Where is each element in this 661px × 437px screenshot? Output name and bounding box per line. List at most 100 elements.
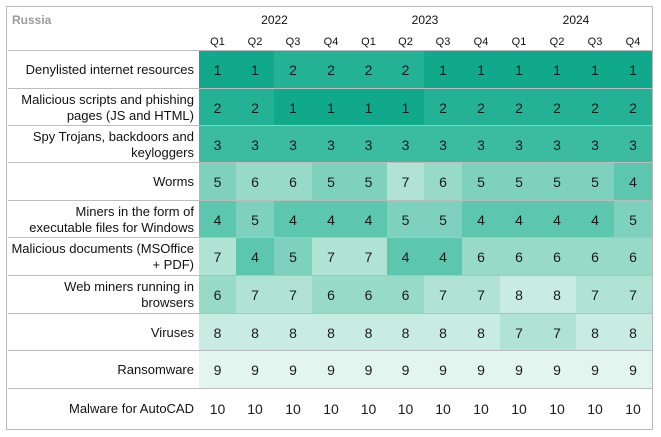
heatmap-cell: 6 xyxy=(274,163,312,201)
row-divider xyxy=(8,200,652,201)
heatmap-cell: 10 xyxy=(614,389,652,428)
heatmap-cell: 8 xyxy=(500,276,538,314)
heatmap-cell: 7 xyxy=(312,238,350,276)
heatmap-cell: 6 xyxy=(462,238,500,276)
heatmap-cell: 4 xyxy=(199,201,236,238)
heatmap-cell: 3 xyxy=(236,126,274,163)
heatmap-cell: 8 xyxy=(236,314,274,351)
heatmap-cell: 8 xyxy=(614,314,652,351)
heatmap-cell: 3 xyxy=(312,126,350,163)
row-label: Spy Trojans, backdoors and keyloggers xyxy=(32,128,194,160)
heatmap-cell: 8 xyxy=(387,314,424,351)
heatmap-cell: 5 xyxy=(350,163,387,201)
year-header: 2022 xyxy=(261,13,288,27)
heatmap-cell: 9 xyxy=(614,351,652,389)
chart-title: Russia xyxy=(12,13,52,27)
quarter-header: Q2 xyxy=(398,36,413,48)
heatmap-cell: 2 xyxy=(387,51,424,89)
row-divider xyxy=(8,350,652,351)
quarter-header: Q3 xyxy=(285,36,301,48)
heatmap-cell: 6 xyxy=(538,238,576,276)
heatmap-cell: 5 xyxy=(500,163,538,201)
heatmap-cell: 7 xyxy=(500,314,538,351)
heatmap-cell: 1 xyxy=(312,89,350,126)
heatmap-cell: 3 xyxy=(199,126,236,163)
row-label: Miners in the form of executable files f… xyxy=(29,203,194,235)
heatmap-cell: 5 xyxy=(424,201,462,238)
heatmap-cell: 6 xyxy=(199,276,236,314)
heatmap-cell: 6 xyxy=(236,163,274,201)
heatmap-cell: 6 xyxy=(312,276,350,314)
quarter-header: Q2 xyxy=(549,36,565,48)
row-label: Denylisted internet resources xyxy=(25,62,194,77)
heatmap-cell: 9 xyxy=(236,351,274,389)
heatmap-cell: 1 xyxy=(576,51,614,89)
heatmap-cell: 8 xyxy=(274,314,312,351)
heatmap-cell: 7 xyxy=(424,276,462,314)
heatmap-cell: 10 xyxy=(538,389,576,428)
heatmap-cell: 3 xyxy=(614,126,652,163)
heatmap-cell: 3 xyxy=(576,126,614,163)
heatmap-cell: 2 xyxy=(312,51,350,89)
heatmap-cell: 8 xyxy=(462,314,500,351)
row-label: Web miners running in browsers xyxy=(64,279,194,310)
heatmap-cell: 1 xyxy=(236,51,274,89)
heatmap-cell: 4 xyxy=(236,238,274,276)
heatmap-cell: 8 xyxy=(350,314,387,351)
heatmap-cell: 4 xyxy=(350,201,387,238)
heatmap-cell: 4 xyxy=(424,238,462,276)
heatmap-cell: 3 xyxy=(462,126,500,163)
heatmap-cell: 7 xyxy=(199,238,236,276)
heatmap-cell: 2 xyxy=(462,89,500,126)
heatmap-cell: 7 xyxy=(387,163,424,201)
heatmap-cell: 5 xyxy=(312,163,350,201)
heatmap-cell: 10 xyxy=(236,389,274,428)
heatmap-cell: 4 xyxy=(538,201,576,238)
quarter-header: Q1 xyxy=(361,36,376,48)
heatmap-cell: 3 xyxy=(350,126,387,163)
heatmap-cell: 1 xyxy=(500,51,538,89)
heatmap-cell: 4 xyxy=(274,201,312,238)
heatmap-cell: 6 xyxy=(424,163,462,201)
heatmap-cell: 4 xyxy=(614,163,652,201)
row-divider xyxy=(8,125,652,126)
heatmap-cell: 9 xyxy=(350,351,387,389)
heatmap-cell: 4 xyxy=(387,238,424,276)
heatmap-cell: 2 xyxy=(576,89,614,126)
heatmap-cell: 8 xyxy=(312,314,350,351)
heatmap-cell: 10 xyxy=(274,389,312,428)
heatmap-cell: 9 xyxy=(462,351,500,389)
heatmap-cell: 3 xyxy=(387,126,424,163)
heatmap-cell: 9 xyxy=(500,351,538,389)
heatmap-cell: 8 xyxy=(538,276,576,314)
row-divider xyxy=(8,388,652,389)
row-divider xyxy=(8,162,652,163)
quarter-header: Q4 xyxy=(323,36,339,48)
heatmap-cell: 8 xyxy=(199,314,236,351)
heatmap-cell: 9 xyxy=(387,351,424,389)
heatmap-cell: 5 xyxy=(274,238,312,276)
heatmap-cell: 3 xyxy=(538,126,576,163)
heatmap-cell: 3 xyxy=(424,126,462,163)
heatmap-cell: 9 xyxy=(424,351,462,389)
heatmap-cell: 5 xyxy=(576,163,614,201)
heatmap-cell: 2 xyxy=(199,89,236,126)
heatmap-cell: 1 xyxy=(199,51,236,89)
heatmap-cell: 7 xyxy=(462,276,500,314)
heatmap-cell: 10 xyxy=(387,389,424,428)
quarter-header: Q4 xyxy=(473,36,489,48)
row-divider xyxy=(8,313,652,314)
heatmap-cell: 5 xyxy=(199,163,236,201)
row-label: Malicious scripts and phishing pages (JS… xyxy=(21,91,194,123)
quarter-header: Q1 xyxy=(511,36,527,48)
heatmap-cell: 10 xyxy=(462,389,500,428)
heatmap-cell: 6 xyxy=(350,276,387,314)
quarter-header: Q4 xyxy=(625,36,641,48)
heatmap-cell: 4 xyxy=(500,201,538,238)
heatmap-cell: 2 xyxy=(236,89,274,126)
row-label: Worms xyxy=(153,174,194,189)
heatmap-cell: 7 xyxy=(350,238,387,276)
quarter-header: Q3 xyxy=(587,36,603,48)
year-header: 2023 xyxy=(411,13,439,27)
row-label: Ransomware xyxy=(117,362,194,377)
